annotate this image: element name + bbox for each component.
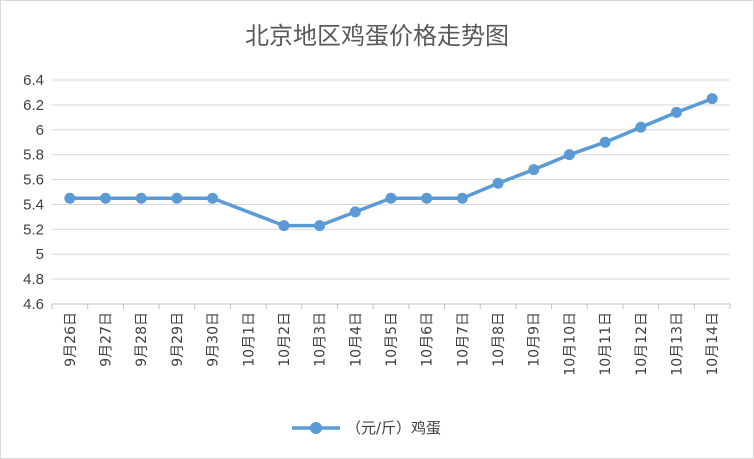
x-tick-label: 9月28日 xyxy=(134,312,150,367)
x-tick-label: 9月30日 xyxy=(206,312,222,367)
data-point xyxy=(171,192,183,204)
y-tick-label: 5.4 xyxy=(23,196,44,213)
x-tick-label: 10月13日 xyxy=(669,312,685,376)
y-tick-label: 5.6 xyxy=(23,172,44,189)
data-point xyxy=(385,192,397,204)
y-axis-ticks: 4.6 4.8 5 5.2 5.4 5.6 5.8 6 6.2 6.4 xyxy=(23,72,44,313)
data-point xyxy=(670,106,682,118)
data-point xyxy=(528,164,540,176)
y-tick-label: 5 xyxy=(36,246,44,263)
data-point xyxy=(207,192,219,204)
data-point xyxy=(706,93,718,105)
x-tick-label: 10月9日 xyxy=(527,312,543,367)
data-point xyxy=(492,177,504,189)
data-point xyxy=(349,206,361,218)
data-point xyxy=(563,149,575,161)
y-tick-label: 4.8 xyxy=(23,271,44,288)
y-tick-label: 6.4 xyxy=(23,72,44,89)
y-tick-label: 4.6 xyxy=(23,296,44,313)
x-tick-label: 9月29日 xyxy=(170,312,186,367)
data-point xyxy=(599,136,611,148)
x-tick-label: 10月8日 xyxy=(491,312,507,367)
data-point xyxy=(64,192,76,204)
series-layer xyxy=(64,93,718,232)
data-point xyxy=(635,121,647,133)
x-axis-ticks: 9月26日 9月27日 9月28日 9月29日 9月30日 10月1日 10月2日 10月3日… xyxy=(51,304,731,376)
x-tick-label: 10月12日 xyxy=(634,312,650,376)
x-tick-label: 10月1日 xyxy=(241,312,257,367)
data-point xyxy=(278,220,290,232)
x-tick-label: 9月27日 xyxy=(99,312,115,367)
y-tick-label: 6.2 xyxy=(23,97,44,114)
data-point xyxy=(456,192,468,204)
x-tick-label: 10月7日 xyxy=(455,312,471,367)
data-point xyxy=(100,192,112,204)
y-tick-label: 5.2 xyxy=(23,221,44,238)
y-tick-label: 6 xyxy=(36,122,44,139)
legend-marker-icon xyxy=(310,422,322,434)
legend: （元/斤）鸡蛋 xyxy=(292,419,441,437)
x-tick-label: 10月2日 xyxy=(277,312,293,367)
y-tick-label: 5.8 xyxy=(23,147,44,164)
data-point xyxy=(314,220,326,232)
x-tick-label: 10月6日 xyxy=(420,312,436,367)
gridlines xyxy=(52,79,730,305)
x-tick-label: 10月5日 xyxy=(384,312,400,367)
x-tick-label: 10月14日 xyxy=(705,312,721,376)
x-tick-label: 10月4日 xyxy=(348,312,364,367)
data-point xyxy=(135,192,147,204)
data-point xyxy=(421,192,433,204)
series-line xyxy=(68,96,714,228)
x-tick-label: 10月3日 xyxy=(313,312,329,367)
x-tick-label: 9月26日 xyxy=(63,312,79,367)
legend-label: （元/斤）鸡蛋 xyxy=(346,419,441,437)
x-tick-label: 10月11日 xyxy=(598,312,614,376)
x-tick-label: 10月10日 xyxy=(562,312,578,376)
chart-title: 北京地区鸡蛋价格走势图 xyxy=(245,22,509,50)
